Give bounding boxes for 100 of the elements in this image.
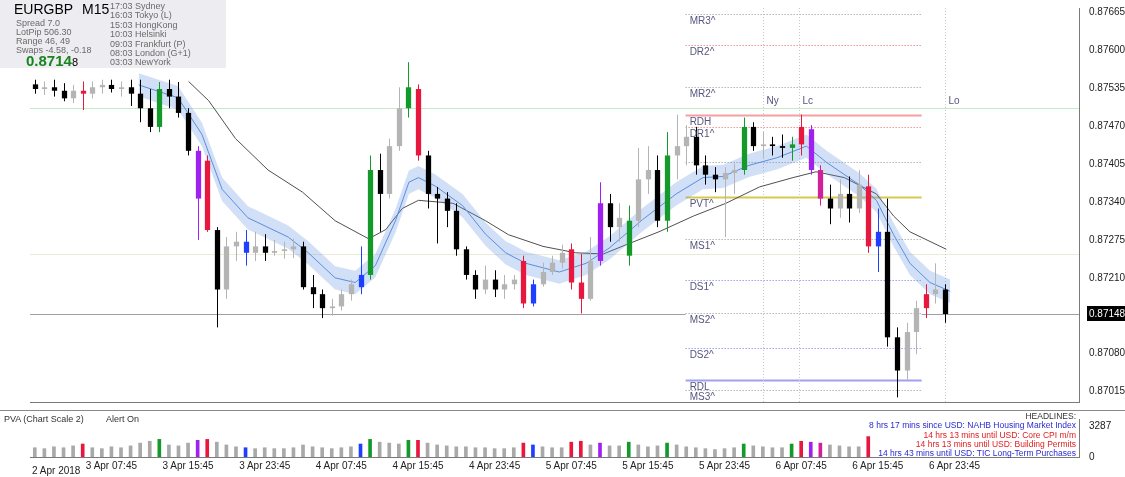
bar: [157, 439, 162, 457]
ref-line-label: MR2^: [689, 88, 716, 100]
y-tick-label: 0.87405: [1089, 157, 1125, 169]
bar: [119, 447, 123, 457]
annotation: 15:03 HongKong: [110, 19, 178, 30]
annotation: Alert On: [106, 414, 140, 424]
bar: [100, 448, 104, 457]
x-tick-label: 4 Apr 15:45: [392, 459, 444, 471]
bar: [435, 444, 439, 457]
chart-title: EURGBP: [14, 1, 74, 17]
text: 2 Apr 2018: [32, 465, 81, 476]
bar: [52, 446, 56, 457]
annotation: HEADLINES:: [1025, 411, 1076, 421]
annotation: 10:03 Helsinki: [110, 29, 167, 40]
candlestick: [482, 265, 489, 295]
x-tick-label: 6 Apr 07:45: [775, 459, 828, 471]
x-tick-label: 5 Apr 07:45: [545, 459, 598, 471]
candlestick: [549, 255, 556, 276]
candlestick: [540, 262, 547, 288]
bar: [167, 444, 171, 457]
candlestick: [444, 191, 451, 228]
bar: [301, 444, 305, 457]
x-tick-label: 3 Apr 07:45: [85, 459, 138, 471]
bar: [665, 442, 669, 457]
candlestick: [769, 136, 776, 156]
ref-line-label: MS2^: [689, 314, 716, 326]
bar: [780, 447, 784, 457]
bar: [732, 447, 736, 457]
candlestick: [760, 131, 767, 159]
candlestick: [683, 124, 690, 166]
candlestick: [262, 233, 269, 262]
x-tick-label: 6 Apr 15:45: [852, 459, 904, 471]
candlestick: [377, 153, 384, 233]
candlestick: [856, 169, 863, 214]
candlestick: [501, 274, 508, 300]
x-tick-label: 5 Apr 15:45: [622, 459, 674, 471]
candlestick: [290, 238, 297, 259]
candlestick: [358, 245, 365, 295]
bar: [684, 446, 689, 457]
candlestick: [645, 145, 652, 195]
candlestick: [243, 229, 250, 267]
bar: [32, 447, 37, 457]
candlestick: [731, 163, 738, 195]
bar: [80, 443, 85, 457]
x-tick-label: 3 Apr 23:45: [239, 459, 291, 471]
y-tick-label: 0.87080: [1089, 347, 1125, 359]
bar: [320, 447, 325, 457]
y-tick-label: 3287: [1089, 420, 1112, 432]
bar: [579, 440, 583, 457]
y-tick-label: 0: [1089, 450, 1095, 462]
annotation: 14 hrs 13 mins until USD: Core CPI m/m: [923, 429, 1076, 440]
ref-line-label: Ny: [766, 95, 779, 107]
ref-line-label: RDH: [689, 116, 712, 128]
candlestick: [41, 80, 48, 96]
chart-subtitle: M15: [82, 1, 110, 17]
bar: [205, 439, 210, 457]
y-tick-label: 0.87665: [1089, 6, 1125, 18]
ref-line-label: DS2^: [689, 349, 715, 361]
annotation: LotPip 506.30: [16, 27, 72, 37]
bar: [866, 436, 871, 457]
bar: [751, 445, 756, 457]
candlestick: [434, 186, 441, 244]
bar: [761, 446, 765, 457]
bar: [828, 444, 832, 457]
bar: [186, 442, 190, 457]
annotation: 09:03 Frankfurt (P): [110, 38, 186, 49]
bar: [799, 440, 804, 457]
bar: [511, 447, 516, 457]
annotation: 16:03 Tokyo (L): [110, 10, 172, 21]
annotation: 17:03 Sydney: [110, 1, 166, 11]
bar: [329, 448, 334, 457]
bar: [531, 444, 535, 457]
y-tick-label: 0.87535: [1089, 82, 1125, 94]
bar: [234, 446, 238, 457]
y-tick-label: 0.87148: [1089, 307, 1125, 319]
candlestick: [674, 114, 681, 180]
candlestick: [702, 154, 709, 186]
bar: [397, 443, 401, 457]
bar: [387, 442, 392, 457]
candlestick: [750, 121, 757, 152]
candlestick: [175, 81, 182, 119]
candlestick: [913, 300, 920, 355]
candlestick: [348, 279, 355, 302]
candlestick: [875, 208, 882, 273]
bar: [368, 439, 372, 457]
bar: [502, 448, 507, 457]
candlestick: [338, 289, 345, 311]
bar: [90, 447, 95, 457]
bar: [483, 447, 487, 457]
bar: [693, 447, 698, 457]
candlestick: [846, 175, 853, 223]
candlestick: [472, 269, 479, 300]
candlestick: [147, 88, 154, 133]
x-tick-label: 4 Apr 07:45: [315, 459, 368, 471]
candlestick: [80, 80, 87, 111]
bar: [808, 441, 813, 457]
bar: [262, 447, 267, 457]
annotation: 14 hrs 13 mins until USD: Building Permits: [915, 438, 1076, 449]
candlestick: [492, 269, 499, 298]
bar: [454, 446, 459, 457]
